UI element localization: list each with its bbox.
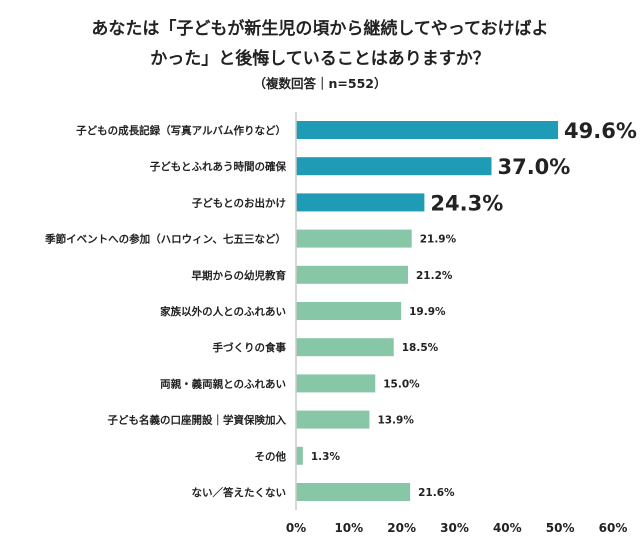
x-tick-label: 30%	[440, 521, 469, 535]
data-label: 19.9%	[409, 306, 446, 318]
data-label: 21.6%	[418, 487, 455, 499]
bar	[296, 265, 409, 284]
bar	[296, 483, 411, 501]
x-tick-label: 40%	[493, 521, 522, 535]
data-label: 24.3%	[430, 191, 503, 215]
category-label: ない／答えたくない	[192, 486, 287, 499]
category-label: 子どもとふれあう時間の確保	[150, 160, 287, 173]
data-label: 15.0%	[383, 378, 420, 390]
category-label: 手づくりの食事	[213, 341, 287, 354]
category-label: 家族以外の人とのふれあい	[160, 305, 286, 318]
chart-subtitle: （複数回答｜n=552）	[253, 76, 387, 91]
category-label: その他	[255, 450, 287, 463]
x-tick-label: 10%	[334, 521, 363, 535]
data-label: 13.9%	[377, 415, 414, 427]
category-label: 早期からの幼児教育	[192, 269, 287, 282]
bar	[296, 302, 402, 320]
bar	[296, 374, 376, 393]
category-label: 両親・義両親とのふれあい	[160, 377, 286, 390]
data-label: 49.6%	[564, 119, 637, 143]
bar	[296, 193, 425, 212]
chart-title-line1: あなたは「子どもが新生児の頃から継続してやっておけばよ	[91, 19, 549, 39]
data-label: 21.9%	[420, 234, 457, 246]
bar	[296, 410, 370, 429]
chart-title-line2: かった」と後悔していることはありますか？	[150, 49, 490, 69]
bar	[296, 446, 303, 465]
x-tick-label: 20%	[387, 521, 416, 535]
category-label: 子ども名義の口座開設｜学資保険加入	[108, 414, 287, 427]
category-label: 子どもとのお出かけ	[192, 196, 286, 209]
category-label: 子どもの成長記録（写真アルバム作りなど）	[76, 124, 286, 137]
x-tick-label: 0%	[286, 521, 306, 535]
data-label: 18.5%	[402, 342, 439, 354]
data-label: 1.3%	[311, 451, 341, 463]
bar	[296, 121, 559, 139]
x-tick-label: 50%	[546, 521, 575, 535]
data-label: 21.2%	[416, 270, 453, 282]
bar	[296, 338, 394, 357]
category-label: 季節イベントへの参加（ハロウィン、七五三など）	[44, 233, 286, 246]
bar	[296, 157, 492, 176]
data-label: 37.0%	[497, 155, 570, 179]
bar	[296, 229, 412, 248]
x-tick-label: 60%	[599, 521, 628, 535]
